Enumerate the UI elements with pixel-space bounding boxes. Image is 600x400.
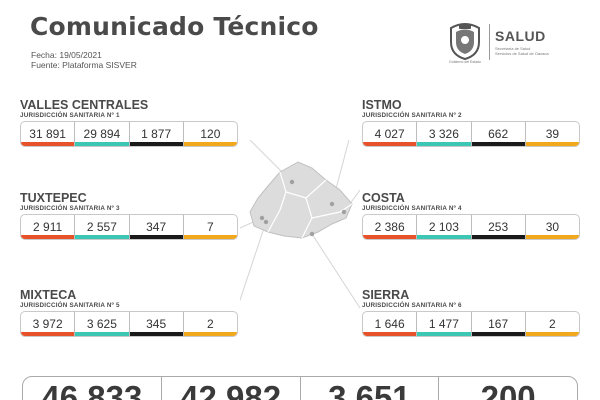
stats-bar: 1 646 1 477 167 2 — [362, 311, 580, 337]
stats-bar: 2 386 2 103 253 30 — [362, 214, 580, 240]
leader-line — [311, 233, 361, 309]
map-border — [311, 203, 353, 219]
map-marker — [259, 215, 265, 221]
stats-bar: 31 891 29 894 1 877 120 — [20, 121, 238, 147]
jurisdiction-label: JURISDICCIÓN SANITARIA Nº 4 — [362, 205, 462, 212]
map-marker — [329, 201, 335, 207]
recuperados-value: 3 625 — [75, 312, 130, 336]
salud-logo: Gobierno del Estado SALUD Secretaría de … — [445, 22, 575, 66]
region-name: COSTA — [362, 191, 405, 205]
map-marker — [309, 231, 315, 237]
defunciones-value: 345 — [129, 312, 184, 336]
report-source: Fuente: Plataforma SISVER — [31, 60, 137, 70]
positivos-value: 3 972 — [21, 312, 76, 336]
recuperados-value: 1 477 — [417, 312, 472, 336]
activos-value: 120 — [183, 122, 237, 146]
stats-bar: 3 972 3 625 345 2 — [20, 311, 238, 337]
logo-subtitle: Servicios de Salud de Oaxaca — [495, 51, 549, 56]
map-marker — [289, 179, 295, 185]
positivos-value: 2 911 — [21, 215, 76, 239]
activos-value: 39 — [525, 122, 579, 146]
stats-bar: 4 027 3 326 662 39 — [362, 121, 580, 147]
positivos-value: 31 891 — [21, 122, 76, 146]
region-tuxtepec: TUXTEPEC JURISDICCIÓN SANITARIA Nº 3 2 9… — [20, 192, 238, 240]
region-mixteca: MIXTECA JURISDICCIÓN SANITARIA Nº 5 3 97… — [20, 289, 238, 337]
jurisdiction-label: JURISDICCIÓN SANITARIA Nº 2 — [362, 112, 462, 119]
recuperados-value: 29 894 — [75, 122, 130, 146]
jurisdiction-label: JURISDICCIÓN SANITARIA Nº 1 — [20, 112, 120, 119]
defunciones-value: 253 — [471, 215, 526, 239]
stats-bar: 2 911 2 557 347 7 — [20, 214, 238, 240]
logo-text: SALUD — [495, 28, 546, 44]
jurisdiction-label: JURISDICCIÓN SANITARIA Nº 3 — [20, 205, 120, 212]
map-marker — [263, 219, 269, 225]
region-name: ISTMO — [362, 98, 402, 112]
recuperados-value: 3 326 — [417, 122, 472, 146]
positivos-value: 4 027 — [363, 122, 418, 146]
jurisdiction-label: JURISDICCIÓN SANITARIA Nº 6 — [362, 302, 462, 309]
logo-divider — [489, 24, 490, 60]
map-border — [267, 171, 287, 233]
defunciones-value: 662 — [471, 122, 526, 146]
logo-subtitle: Secretaría de Salud — [495, 46, 531, 51]
region-name: SIERRA — [362, 288, 410, 302]
oaxaca-map — [240, 140, 361, 309]
activos-value: 2 — [183, 312, 237, 336]
region-name: TUXTEPEC — [20, 191, 87, 205]
jurisdiction-label: JURISDICCIÓN SANITARIA Nº 5 — [20, 302, 120, 309]
leader-line — [331, 140, 350, 205]
defunciones-value: 347 — [129, 215, 184, 239]
activos-value: 30 — [525, 215, 579, 239]
page-title: Comunicado Técnico — [30, 12, 319, 41]
positivos-value: 1 646 — [363, 312, 418, 336]
recuperados-value: 2 103 — [417, 215, 472, 239]
defunciones-value: 167 — [471, 312, 526, 336]
positivos-value: 2 386 — [363, 215, 418, 239]
total-defunciones: 3 651 — [301, 377, 440, 400]
activos-value: 7 — [183, 215, 237, 239]
region-valles-centrales: VALLES CENTRALES JURISDICCIÓN SANITARIA … — [20, 99, 238, 147]
state-seal-icon — [450, 23, 480, 60]
seal-caption: Gobierno del Estado — [449, 60, 481, 64]
region-costa: COSTA JURISDICCIÓN SANITARIA Nº 4 2 386 … — [362, 192, 580, 240]
total-positivos: 46 833 — [23, 377, 162, 400]
report-date: Fecha: 19/05/2021 — [31, 50, 102, 60]
activos-value: 2 — [525, 312, 579, 336]
defunciones-value: 1 877 — [129, 122, 184, 146]
map-shape — [249, 161, 353, 239]
recuperados-value: 2 557 — [75, 215, 130, 239]
region-sierra: SIERRA JURISDICCIÓN SANITARIA Nº 6 1 646… — [362, 289, 580, 337]
total-recuperados: 42 982 — [162, 377, 301, 400]
region-name: MIXTECA — [20, 288, 77, 302]
leader-line — [240, 221, 267, 302]
region-istmo: ISTMO JURISDICCIÓN SANITARIA Nº 2 4 027 … — [362, 99, 580, 147]
total-activos: 200 — [480, 379, 536, 400]
totals-bar: 46 833 42 982 3 651 200 — [22, 376, 578, 400]
map-marker — [341, 209, 347, 215]
region-name: VALLES CENTRALES — [20, 98, 149, 112]
